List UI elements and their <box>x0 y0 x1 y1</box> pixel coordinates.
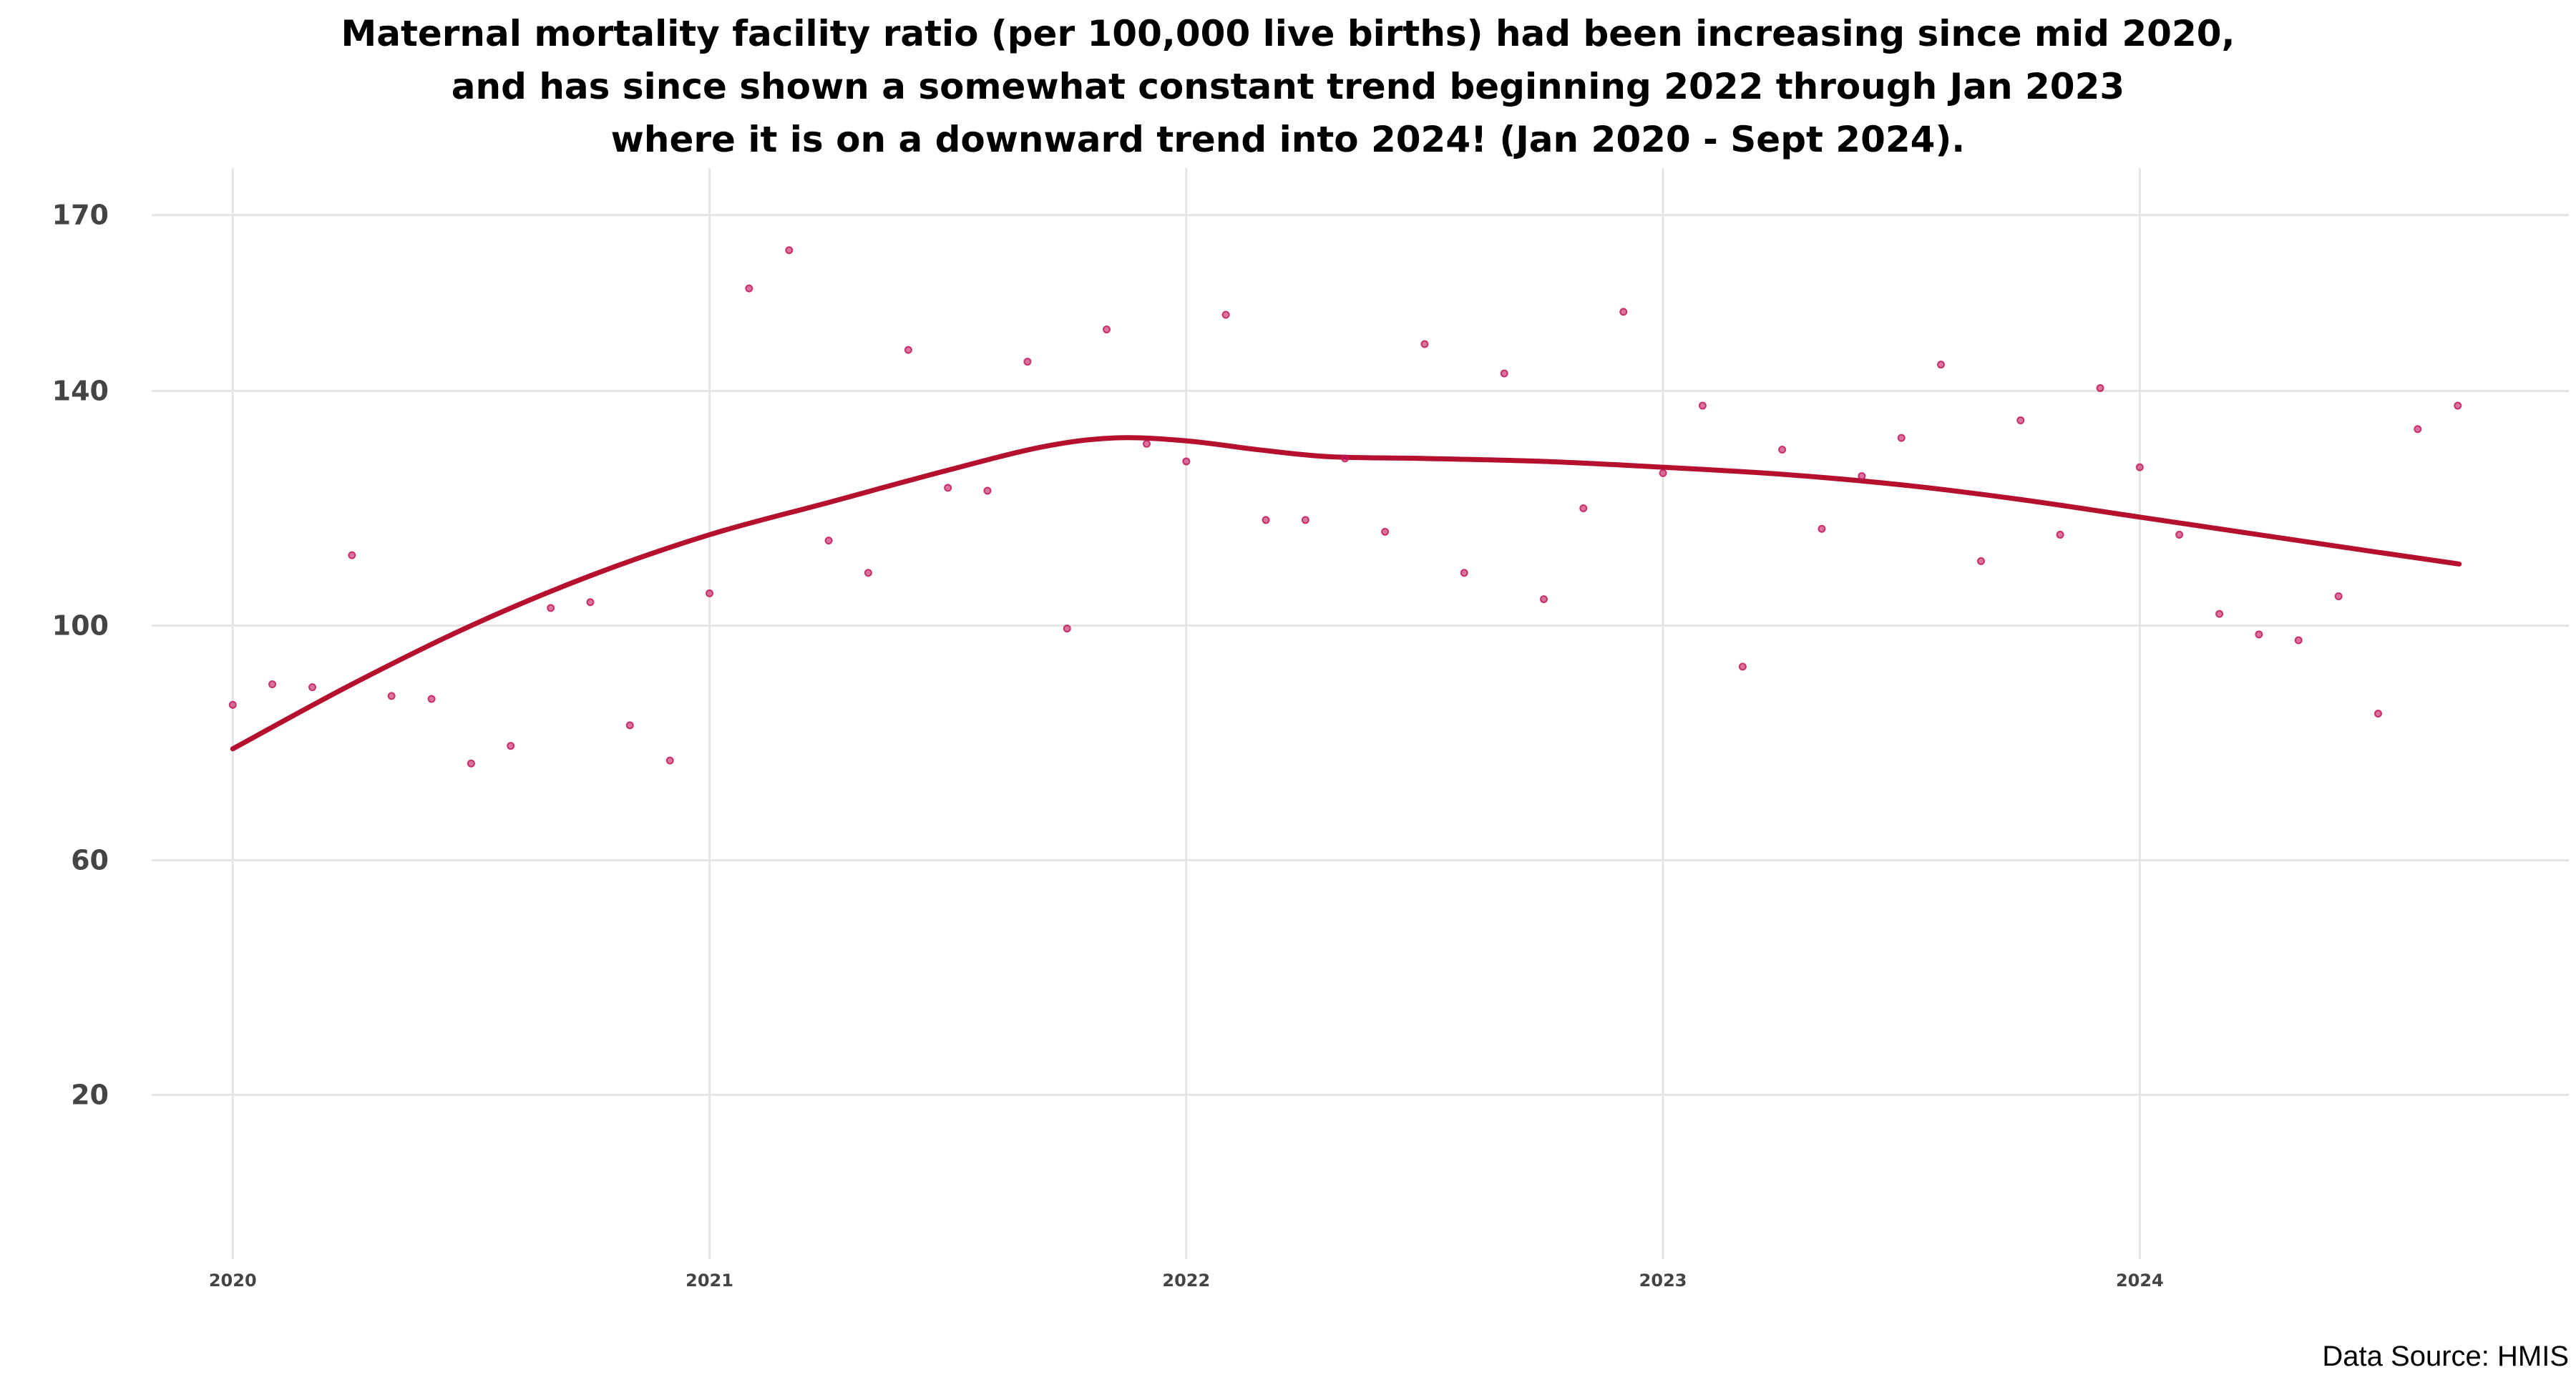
data-point-36 <box>1659 469 1667 477</box>
title-line-2: and has since shown a somewhat constant … <box>451 66 2125 107</box>
x-tick-label-2020: 2020 <box>209 1271 257 1291</box>
data-point-44 <box>1976 557 1985 565</box>
data-point-18 <box>944 484 952 492</box>
data-point-14 <box>785 246 794 255</box>
data-point-27 <box>1301 516 1309 524</box>
data-source-caption: Data Source: HMIS <box>2322 1341 2569 1372</box>
x-axis-tick-labels: 2020 2021 2022 2023 2024 <box>209 1271 2164 1291</box>
data-point-21 <box>1063 625 1071 633</box>
data-point-7 <box>507 742 515 750</box>
data-point-16 <box>864 569 872 577</box>
data-point-34 <box>1579 504 1588 513</box>
data-point-50 <box>2215 610 2224 618</box>
trend-line <box>230 435 2462 752</box>
data-point-4 <box>387 692 396 700</box>
data-point-8 <box>547 604 555 612</box>
data-point-53 <box>2334 592 2343 601</box>
data-point-17 <box>904 346 912 354</box>
data-point-41 <box>1858 471 1866 480</box>
data-point-46 <box>2056 530 2064 539</box>
data-point-39 <box>1778 446 1787 454</box>
data-point-15 <box>824 537 833 545</box>
data-point-1 <box>268 680 277 689</box>
data-point-20 <box>1023 358 1032 366</box>
data-point-33 <box>1540 595 1548 604</box>
title-line-1: Maternal mortality facility ratio (per 1… <box>341 13 2235 54</box>
data-point-12 <box>706 589 714 597</box>
y-axis-tick-labels: 20 60 100 140 170 <box>52 200 109 1111</box>
data-point-29 <box>1381 527 1390 536</box>
data-point-56 <box>2454 401 2462 410</box>
data-point-42 <box>1897 434 1906 442</box>
grid-lines <box>152 168 2569 1259</box>
chart-title: Maternal mortality facility ratio (per 1… <box>0 7 2576 166</box>
data-point-45 <box>2016 416 2025 425</box>
x-tick-label-2022: 2022 <box>1162 1271 1210 1291</box>
data-point-40 <box>1818 524 1826 533</box>
x-tick-label-2024: 2024 <box>2116 1271 2164 1291</box>
data-point-24 <box>1182 457 1191 466</box>
data-point-0 <box>228 700 237 709</box>
y-tick-label-170: 170 <box>52 200 109 231</box>
data-point-13 <box>745 284 753 293</box>
data-point-9 <box>586 598 595 607</box>
data-point-26 <box>1262 516 1270 524</box>
y-tick-label-60: 60 <box>71 844 109 876</box>
data-point-23 <box>1143 439 1151 448</box>
data-point-47 <box>2096 383 2104 392</box>
data-point-54 <box>2373 710 2382 718</box>
data-point-5 <box>427 695 436 703</box>
data-point-19 <box>983 486 992 495</box>
data-point-3 <box>348 551 356 559</box>
data-point-2 <box>308 683 317 692</box>
data-point-6 <box>467 759 475 768</box>
data-point-22 <box>1103 325 1111 333</box>
y-tick-label-100: 100 <box>52 610 109 642</box>
x-tick-label-2021: 2021 <box>686 1271 733 1291</box>
data-point-30 <box>1420 340 1429 348</box>
data-point-10 <box>625 721 634 730</box>
data-point-25 <box>1221 310 1230 319</box>
data-point-32 <box>1500 369 1508 378</box>
data-point-52 <box>2294 636 2303 645</box>
data-points <box>228 246 2462 768</box>
y-tick-label-140: 140 <box>52 376 109 407</box>
trend-line-group <box>230 435 2462 752</box>
data-point-31 <box>1460 569 1468 577</box>
data-point-48 <box>2135 463 2144 471</box>
data-point-35 <box>1619 308 1628 316</box>
data-point-55 <box>2414 425 2422 434</box>
data-point-49 <box>2175 530 2184 539</box>
y-tick-label-20: 20 <box>71 1079 109 1110</box>
data-point-51 <box>2255 630 2263 639</box>
data-point-38 <box>1738 662 1747 671</box>
data-point-28 <box>1341 454 1350 463</box>
data-point-11 <box>665 756 674 765</box>
x-tick-label-2023: 2023 <box>1639 1271 1687 1291</box>
data-point-43 <box>1937 361 1946 369</box>
data-point-37 <box>1698 401 1707 410</box>
title-line-3: where it is on a downward trend into 202… <box>610 119 1966 160</box>
